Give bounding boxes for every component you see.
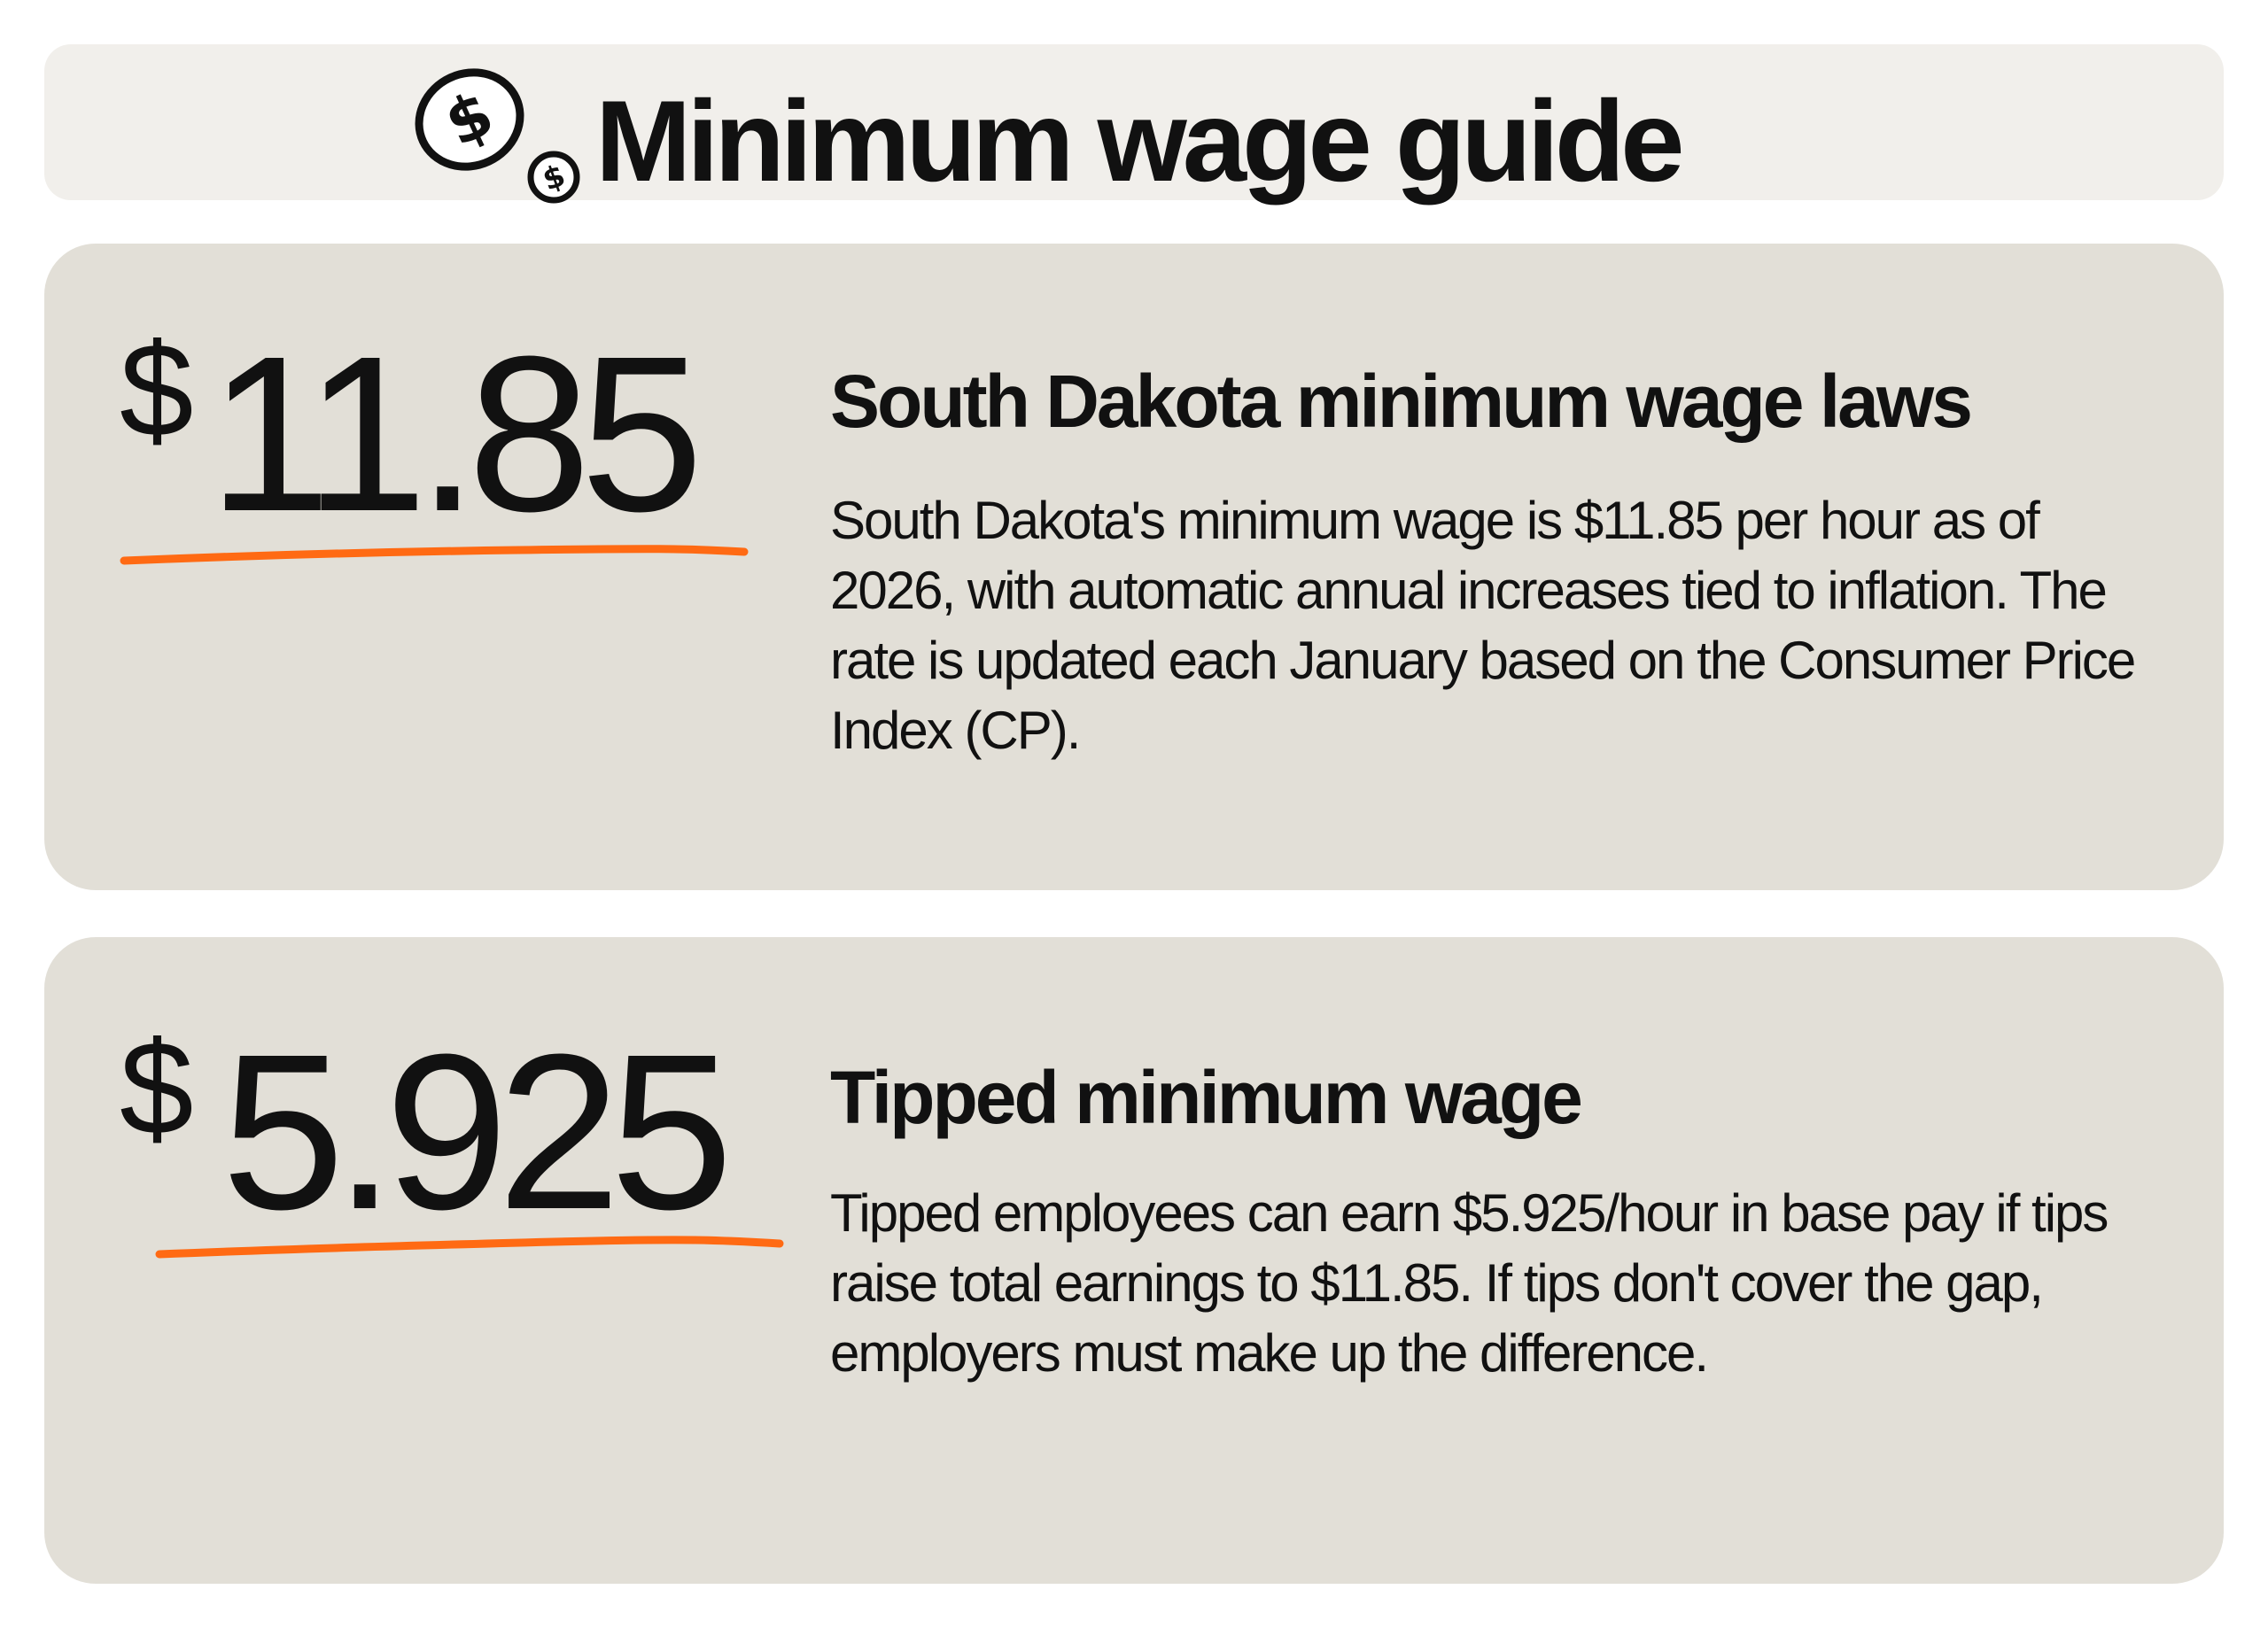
currency-symbol: $	[120, 315, 194, 464]
wage-amount: $ 5.925	[120, 1021, 811, 1252]
card-description: South Dakota's minimum wage is $11.85 pe…	[830, 491, 2136, 760]
header-banner: $ $ Minimum wage guide	[44, 44, 2224, 205]
orange-underline	[120, 545, 749, 565]
wage-value: 11.85	[208, 310, 703, 557]
orange-underline	[155, 1236, 784, 1259]
page-title: Minimum wage guide	[595, 76, 1685, 205]
card-title: Tipped minimum wage	[830, 1056, 1583, 1139]
currency-symbol: $	[120, 1013, 194, 1162]
wage-amount: $ 11.85	[120, 323, 757, 554]
card-description: Tipped employees can earn $5.925/hour in…	[830, 1183, 2109, 1383]
tipped-wage-card: $ 5.925 Tipped minimum wage Tipped emplo…	[44, 937, 2224, 1584]
card-title: South Dakota minimum wage laws	[830, 360, 1973, 443]
wage-value: 5.925	[221, 1008, 734, 1255]
minimum-wage-card: $ 11.85 South Dakota minimum wage laws S…	[44, 244, 2224, 890]
dollar-coins-icon: $ $	[415, 68, 580, 204]
